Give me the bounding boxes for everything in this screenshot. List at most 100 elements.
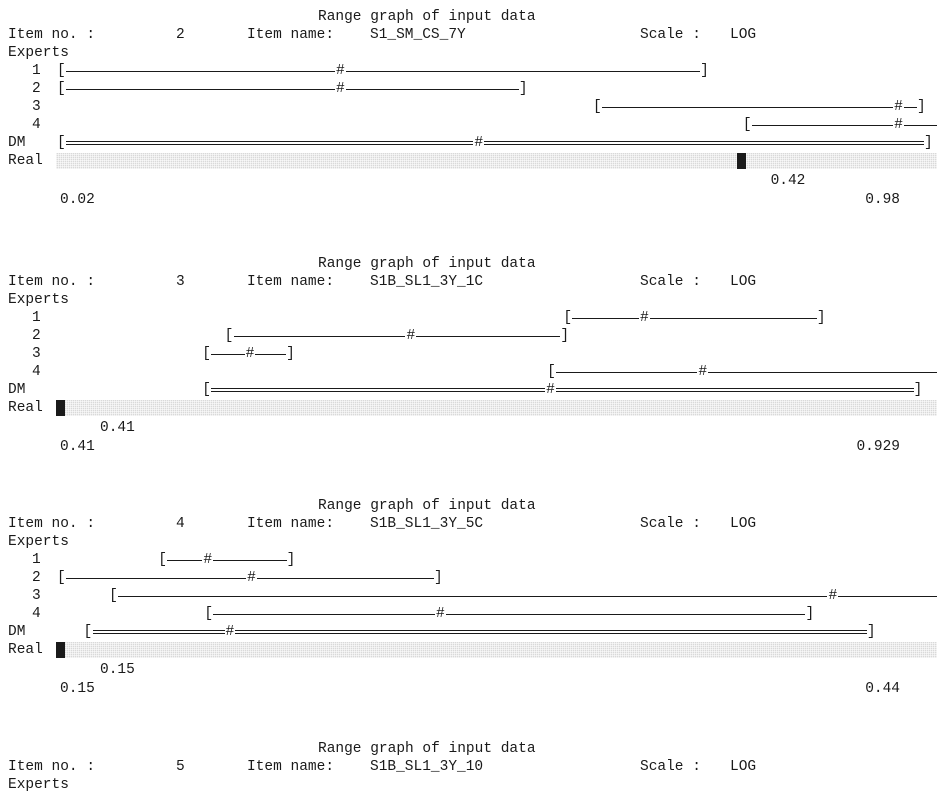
item2-expert-2-high-bracket: ] (518, 81, 528, 97)
item5-item-name-label: Item name: (247, 759, 335, 775)
item2-expert-3-median-mark: # (893, 98, 904, 116)
item4-scale-label: Scale : (640, 516, 701, 532)
item3-expert-2-high-bracket: ] (560, 328, 570, 344)
item4-dm-low-bracket: [ (83, 624, 93, 640)
item2-dm-high-bracket: ] (924, 135, 933, 151)
item3-experts-label: Experts (8, 292, 69, 308)
item2-expert-1-median-mark: # (335, 62, 346, 80)
item2-dm-label: DM (8, 135, 26, 151)
item2-expert-3-number: 3 (32, 99, 41, 115)
item4-expert-4-median-mark: # (434, 605, 446, 623)
item2-dm-range-line (66, 141, 924, 145)
item5-experts-label: Experts (8, 777, 69, 793)
item5-item-no-value: 5 (176, 759, 185, 775)
item2-expert-3-range-line (602, 107, 918, 108)
item3-axis-max: 0.929 (856, 439, 900, 455)
item3-dm-high-bracket: ] (913, 382, 923, 398)
item2-expert-4-number: 4 (32, 117, 41, 133)
item2-expert-4-median-mark: # (893, 116, 904, 134)
item3-expert-4-range-line (556, 372, 937, 373)
item4-real-label: Real (8, 642, 43, 658)
item2-real-band (56, 153, 937, 169)
item4-graph-title: Range graph of input data (318, 498, 536, 514)
item2-expert-3-low-bracket: [ (593, 99, 602, 115)
item3-graph-title: Range graph of input data (318, 256, 536, 272)
item3-expert-1-range-line (572, 318, 817, 319)
item4-dm-median-mark: # (224, 623, 236, 641)
item2-expert-4-range-line (751, 125, 937, 126)
item2-scale-label: Scale : (640, 27, 701, 43)
item3-expert-1-low-bracket: [ (563, 310, 573, 326)
item2-expert-2-low-bracket: [ (57, 81, 66, 97)
item4-expert-4-range-line (213, 614, 806, 615)
item3-item-no-value: 3 (176, 274, 185, 290)
item2-realization-value: 0.42 (770, 173, 806, 189)
item4-expert-1-low-bracket: [ (158, 552, 167, 568)
item3-expert-4-number: 4 (32, 364, 41, 380)
item2-expert-2-median-mark: # (335, 80, 346, 98)
item3-real-band (56, 400, 937, 416)
item4-dm-range-line (92, 630, 867, 634)
item2-expert-1-number: 1 (32, 63, 41, 79)
item2-expert-2-range-line (66, 89, 519, 90)
item2-axis-max: 0.98 (865, 192, 900, 208)
item4-realization-value: 0.15 (100, 662, 135, 678)
item4-expert-1-high-bracket: ] (286, 552, 296, 568)
item5-graph-title: Range graph of input data (318, 741, 536, 757)
item3-expert-1-high-bracket: ] (816, 310, 826, 326)
item4-realization-marker (56, 642, 65, 658)
item2-expert-1-high-bracket: ] (700, 63, 709, 79)
item2-scale-value: LOG (730, 27, 757, 43)
item2-expert-4-low-bracket: [ (742, 117, 752, 133)
item4-item-no-label: Item no. : (8, 516, 96, 532)
item2-item-no-label: Item no. : (8, 27, 96, 43)
item3-expert-2-low-bracket: [ (224, 328, 234, 344)
item3-item-name-label: Item name: (247, 274, 335, 290)
item4-expert-4-high-bracket: ] (805, 606, 815, 622)
item2-item-name-label: Item name: (247, 27, 335, 43)
item2-dm-low-bracket: [ (57, 135, 66, 151)
item3-realization-value: 0.41 (100, 420, 135, 436)
item3-expert-1-median-mark: # (639, 309, 650, 327)
item4-dm-label: DM (8, 624, 26, 640)
item2-experts-label: Experts (8, 45, 69, 61)
item3-dm-range-line (211, 388, 914, 392)
item3-expert-3-number: 3 (32, 346, 41, 362)
item3-expert-2-median-mark: # (405, 327, 417, 345)
item2-dm-median-mark: # (473, 134, 485, 152)
item4-axis-max: 0.44 (865, 681, 900, 697)
item4-experts-label: Experts (8, 534, 69, 550)
item3-axis-min: 0.41 (60, 439, 95, 455)
item4-expert-1-median-mark: # (202, 551, 214, 569)
item3-item-name-value: S1B_SL1_3Y_1C (370, 274, 484, 290)
item4-dm-high-bracket: ] (866, 624, 876, 640)
item4-axis-min: 0.15 (60, 681, 95, 697)
item4-expert-3-range-line (118, 596, 937, 597)
item2-expert-3-high-bracket: ] (917, 99, 926, 115)
item4-item-name-label: Item name: (247, 516, 335, 532)
item4-expert-3-median-mark: # (827, 587, 839, 605)
item2-item-name-value: S1_SM_CS_7Y (370, 27, 466, 43)
item3-scale-label: Scale : (640, 274, 701, 290)
range-graph-report: Range graph of input data Item no. : 2 Item… (8, 9, 937, 793)
item5-item-no-label: Item no. : (8, 759, 96, 775)
item3-dm-median-mark: # (545, 381, 556, 399)
item2-expert-1-low-bracket: [ (57, 63, 66, 79)
item5-item-name-value: S1B_SL1_3Y_10 (370, 759, 484, 775)
item4-expert-3-low-bracket: [ (109, 588, 118, 604)
item2-real-label: Real (8, 153, 43, 169)
item3-expert-3-median-mark: # (244, 345, 256, 363)
item3-expert-2-number: 2 (32, 328, 41, 344)
item3-expert-2-range-line (233, 336, 561, 337)
item3-item-no-label: Item no. : (8, 274, 96, 290)
item3-expert-3-low-bracket: [ (202, 346, 211, 362)
item4-expert-4-number: 4 (32, 606, 41, 622)
item3-realization-marker (56, 400, 65, 416)
item3-expert-4-low-bracket: [ (547, 364, 556, 380)
item5-scale-label: Scale : (640, 759, 701, 775)
item4-item-no-value: 4 (176, 516, 185, 532)
item4-expert-2-low-bracket: [ (57, 570, 66, 586)
item2-expert-2-number: 2 (32, 81, 41, 97)
item4-scale-value: LOG (730, 516, 757, 532)
item2-graph-title: Range graph of input data (318, 9, 536, 25)
